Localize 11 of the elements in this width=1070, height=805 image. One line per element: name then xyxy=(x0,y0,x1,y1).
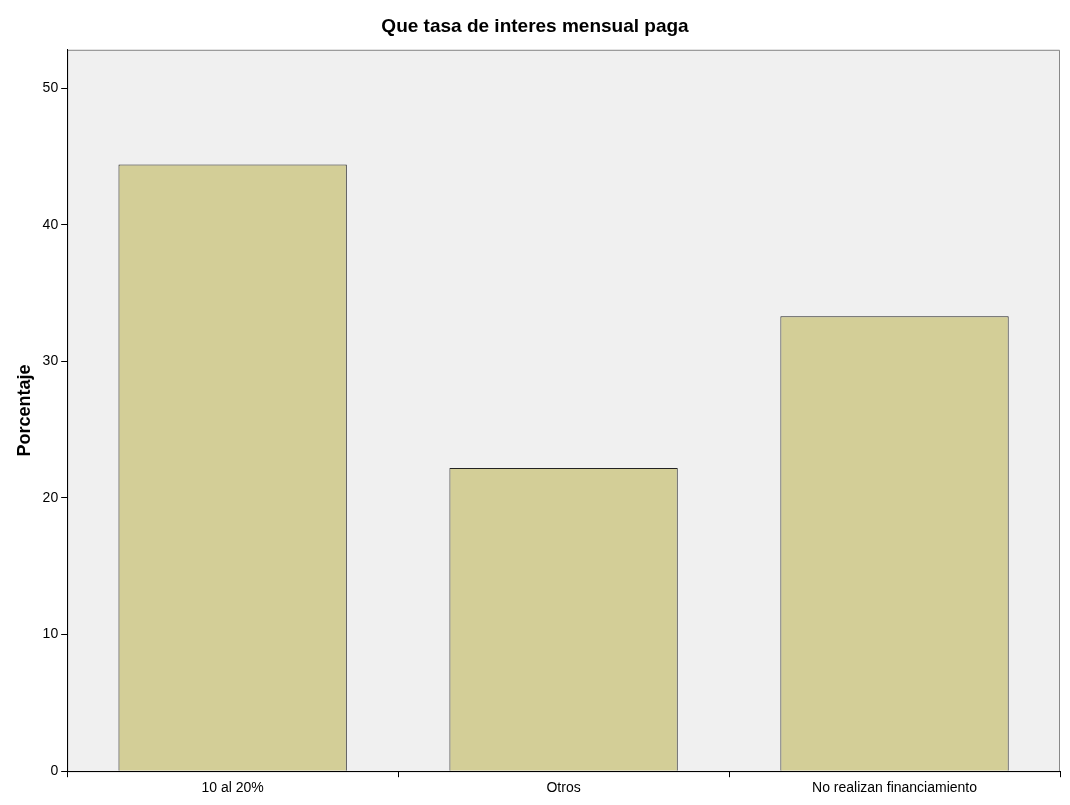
x-tick-label: Otros xyxy=(546,779,581,796)
y-tick-label: 0 xyxy=(50,762,59,779)
y-axis-title: Porcentaje xyxy=(13,364,34,457)
y-tick-label: 20 xyxy=(42,488,59,505)
x-tick-label: No realizan financiamiento xyxy=(812,779,978,796)
y-tick-label: 30 xyxy=(42,352,59,369)
chart-title: Que tasa de interes mensual paga xyxy=(381,14,690,36)
y-tick-label: 40 xyxy=(42,215,59,232)
x-tick-label: 10 al 20% xyxy=(201,779,264,796)
y-tick-label: 10 xyxy=(42,625,59,642)
y-tick-label: 50 xyxy=(42,78,59,95)
